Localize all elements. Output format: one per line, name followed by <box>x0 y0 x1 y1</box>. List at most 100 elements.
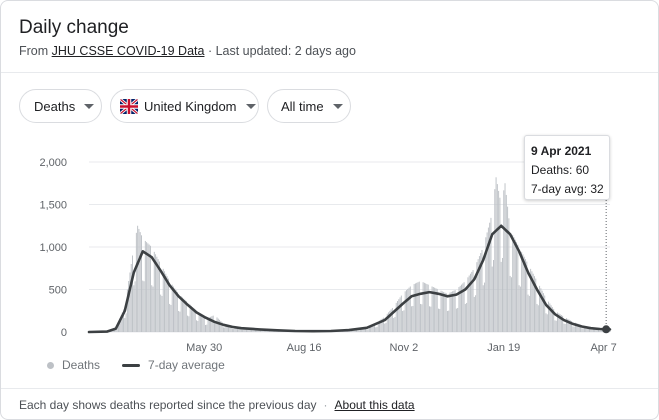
death-bar <box>203 318 205 332</box>
death-bar <box>151 285 153 332</box>
death-bar <box>475 295 477 332</box>
death-bar <box>437 308 439 332</box>
death-bar <box>535 278 537 332</box>
death-bar <box>125 313 127 332</box>
death-bar <box>189 304 191 332</box>
death-bar <box>431 286 433 332</box>
death-bar <box>120 315 122 332</box>
death-bar <box>397 301 398 332</box>
death-bar <box>533 276 535 332</box>
death-bar <box>429 306 430 332</box>
y-tick-label: 0 <box>61 327 67 339</box>
death-bar <box>462 283 464 332</box>
chart-legend: Deaths 7-day average <box>47 358 225 372</box>
time-range-dropdown[interactable]: All time <box>267 89 351 123</box>
death-bar <box>393 317 395 332</box>
death-bar <box>230 325 232 332</box>
death-bar <box>582 328 584 332</box>
death-bar <box>521 251 523 332</box>
death-bar <box>199 314 201 332</box>
death-bar <box>356 329 358 332</box>
death-bar <box>518 285 520 332</box>
death-bar <box>240 329 242 332</box>
death-bar <box>400 295 402 332</box>
death-bar <box>187 315 189 332</box>
death-bar <box>595 328 597 332</box>
death-bar <box>129 272 131 332</box>
death-bar <box>132 255 134 332</box>
death-bar <box>385 322 387 332</box>
death-bar <box>402 310 404 332</box>
metric-dropdown[interactable]: Deaths <box>19 89 102 123</box>
dropdown-caret-icon <box>84 103 95 109</box>
death-bar <box>486 232 488 332</box>
death-bar <box>548 301 550 332</box>
death-bar <box>225 324 227 332</box>
death-bar <box>171 284 173 332</box>
death-bar <box>196 320 198 332</box>
death-bar <box>221 322 223 332</box>
death-bar <box>138 228 140 332</box>
death-bar <box>571 321 573 332</box>
death-bar <box>459 285 461 332</box>
death-bar <box>404 291 406 332</box>
death-bar <box>551 307 553 332</box>
death-bar <box>478 256 480 332</box>
death-bar <box>444 292 446 332</box>
death-bar <box>178 310 180 332</box>
death-bar <box>389 310 391 332</box>
death-bar <box>585 326 587 332</box>
death-bar <box>510 277 512 332</box>
death-bar <box>166 276 168 332</box>
death-bar <box>597 329 599 332</box>
death-bar <box>592 328 594 332</box>
death-bar <box>530 268 532 332</box>
country-dropdown[interactable]: United Kingdom <box>110 89 259 123</box>
death-bar <box>493 260 494 332</box>
death-bar <box>590 329 592 332</box>
death-bar <box>226 324 228 332</box>
death-bar <box>139 232 141 332</box>
death-bar <box>594 328 596 332</box>
death-bar <box>494 189 496 332</box>
death-bar <box>124 317 126 332</box>
death-bar <box>457 307 459 332</box>
death-bar <box>269 330 270 332</box>
death-bar <box>452 291 454 332</box>
tooltip-deaths: Deaths: 60 <box>531 163 590 177</box>
death-bar <box>499 197 501 332</box>
deaths-chart[interactable]: 0 500 1,000 1,500 2,000 May 30 Aug 16 Nov 2 Jan … <box>1 136 659 358</box>
death-bar <box>251 329 253 332</box>
death-bar <box>525 259 526 332</box>
death-bar <box>476 262 478 332</box>
death-bar <box>167 278 169 332</box>
death-bar <box>239 327 241 332</box>
source-prefix: From <box>19 44 52 58</box>
death-bar <box>554 320 556 332</box>
death-bar <box>412 305 414 332</box>
death-bar <box>247 328 249 332</box>
death-bar <box>569 320 571 332</box>
death-bar <box>503 190 505 332</box>
death-bar <box>491 266 493 332</box>
death-bar <box>153 251 155 332</box>
death-bar <box>390 309 392 332</box>
death-bar <box>587 327 589 332</box>
about-data-link[interactable]: About this data <box>334 398 415 412</box>
death-bar <box>354 329 356 332</box>
death-bar <box>258 330 260 332</box>
source-link[interactable]: JHU CSSE COVID-19 Data <box>51 44 205 58</box>
x-tick-label: Nov 2 <box>390 342 419 354</box>
death-bar <box>208 317 210 332</box>
death-bar <box>267 330 269 332</box>
death-bar <box>423 282 425 332</box>
death-bar <box>482 285 484 332</box>
death-bar <box>407 288 409 332</box>
death-bar <box>440 290 442 332</box>
death-bar <box>181 297 183 332</box>
death-bar <box>185 301 187 332</box>
death-bar <box>414 283 416 332</box>
death-bar <box>469 273 471 332</box>
death-bar <box>445 293 447 332</box>
death-bar <box>213 322 215 332</box>
